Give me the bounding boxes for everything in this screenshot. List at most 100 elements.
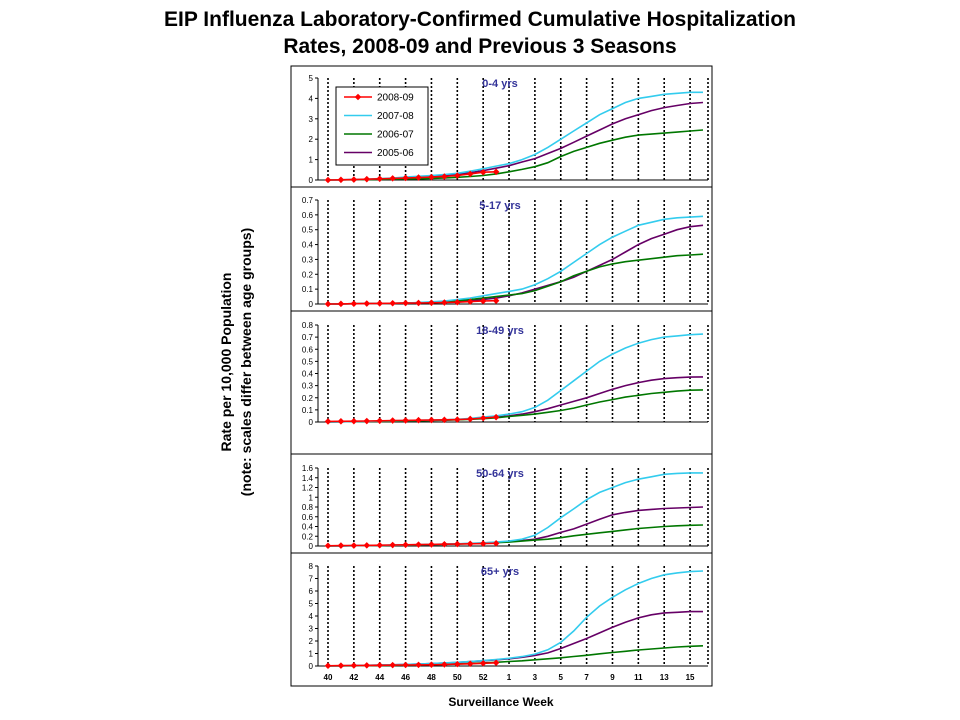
data-point-2008-09	[376, 417, 384, 425]
panel-5: 0 1 2 3 4 5 6 7 8 65+ yrs	[309, 562, 709, 671]
data-point-2008-09	[363, 175, 371, 183]
panel-1: 0 1 2 3 4 5 0-4 yrs	[309, 74, 709, 185]
y-tick-label: 1	[309, 493, 314, 502]
data-point-2008-09	[415, 416, 422, 424]
chart-title-line2: Rates, 2008-09 and Previous 3 Seasons	[283, 35, 677, 58]
y-tick-label: 3	[309, 115, 314, 124]
data-point-2008-09	[415, 661, 422, 669]
data-point-2008-09	[454, 416, 461, 423]
y-tick-label: 4	[309, 94, 314, 103]
y-tick-label: 0.6	[302, 345, 314, 354]
data-point-2008-09	[492, 297, 500, 305]
data-point-2008-09	[376, 661, 384, 669]
data-point-2008-09	[389, 661, 396, 669]
data-point-2008-09	[363, 542, 371, 549]
y-tick-label: 7	[309, 575, 314, 584]
data-point-2008-09	[466, 298, 474, 305]
x-tick-label: 11	[634, 673, 643, 682]
data-point-2008-09	[479, 297, 487, 305]
data-point-2008-09	[389, 175, 396, 182]
y-tick-label: 0.4	[302, 370, 314, 379]
data-point-2008-09	[492, 540, 500, 547]
panel-title: 0-4 yrs	[482, 78, 517, 90]
data-point-2008-09	[441, 173, 448, 180]
x-axis-label: Surveillance Week	[448, 695, 554, 709]
data-point-2008-09	[428, 299, 435, 307]
panel-title: 5-17 yrs	[479, 200, 521, 212]
data-point-2008-09	[324, 542, 332, 550]
y-tick-label: 0.2	[302, 394, 314, 403]
legend-label-2008-09: 2008-09	[377, 93, 414, 104]
y-tick-label: 0.7	[302, 333, 314, 342]
y-tick-label: 3	[309, 625, 314, 634]
y-tick-label: 6	[309, 587, 314, 596]
y-tick-label: 0.1	[302, 285, 314, 294]
data-point-2008-09	[350, 417, 358, 425]
data-point-2008-09	[402, 299, 409, 307]
x-tick-label: 15	[686, 673, 695, 682]
data-point-2008-09	[479, 540, 487, 547]
data-point-2008-09	[350, 300, 358, 308]
data-point-2008-09	[324, 300, 332, 308]
panel-title: 18-49 yrs	[476, 325, 524, 337]
data-point-2008-09	[389, 417, 396, 424]
data-point-2008-09	[350, 662, 358, 669]
x-tick-label: 9	[610, 673, 615, 682]
data-point-2008-09	[454, 660, 461, 668]
data-point-2008-09	[441, 661, 448, 668]
y-tick-label: 0.6	[302, 513, 314, 522]
data-point-2008-09	[402, 174, 409, 182]
data-point-2008-09	[376, 541, 384, 549]
data-point-2008-09	[428, 661, 435, 669]
data-point-2008-09	[441, 416, 448, 424]
data-point-2008-09	[363, 300, 371, 307]
x-tick-label: 46	[401, 673, 410, 682]
series-line-2007-08	[327, 333, 704, 423]
data-point-2008-09	[363, 417, 371, 425]
data-point-2008-09	[389, 299, 396, 307]
y-tick-label: 0	[309, 662, 314, 671]
data-point-2008-09	[454, 172, 461, 179]
series-line-2006-07	[327, 524, 704, 547]
x-tick-label: 13	[660, 673, 669, 682]
x-tick-label: 1	[507, 673, 512, 682]
data-point-2008-09	[479, 659, 487, 667]
data-point-2008-09	[415, 174, 422, 181]
outer-frame	[290, 65, 713, 687]
data-point-2008-09	[376, 300, 384, 307]
legend: 2008-09 2007-08 2006-07 2005-06	[335, 86, 429, 166]
data-point-2008-09	[389, 541, 396, 549]
y-tick-label: 0	[309, 300, 314, 309]
y-tick-label: 1.4	[302, 474, 314, 483]
y-tick-label: 0	[309, 418, 314, 427]
y-tick-label: 0.2	[302, 270, 314, 279]
y-tick-label: 0.6	[302, 211, 314, 220]
x-tick-label: 52	[479, 673, 488, 682]
y-tick-label: 8	[309, 562, 314, 571]
y-tick-label: 4	[309, 612, 314, 621]
x-tick-label: 48	[427, 673, 436, 682]
data-point-2008-09	[428, 416, 435, 424]
data-point-2008-09	[402, 417, 409, 424]
data-point-2008-09	[324, 662, 332, 670]
y-tick-label: 0.7	[302, 196, 314, 205]
data-point-2008-09	[454, 298, 461, 306]
chart-title-line1: EIP Influenza Laboratory-Confirmed Cumul…	[163, 8, 797, 31]
legend-marker-2008-09	[354, 93, 362, 101]
data-point-2008-09	[337, 662, 345, 669]
legend-label-2005-06: 2005-06	[377, 148, 414, 159]
data-point-2008-09	[466, 540, 474, 548]
data-point-2008-09	[324, 418, 332, 425]
x-tick-label: 42	[349, 673, 358, 682]
y-tick-label: 0.4	[302, 523, 314, 532]
data-point-2008-09	[466, 660, 474, 668]
data-point-2008-09	[337, 300, 345, 308]
chart-title: EIP Influenza Laboratory-Confirmed Cumul…	[0, 6, 960, 60]
y-tick-label: 1	[309, 650, 314, 659]
y-tick-label: 0.3	[302, 382, 314, 391]
panel-title: 50-64 yrs	[476, 468, 524, 480]
data-point-2008-09	[376, 175, 384, 183]
data-point-2008-09	[350, 542, 358, 549]
y-tick-label: 0.8	[302, 321, 314, 330]
